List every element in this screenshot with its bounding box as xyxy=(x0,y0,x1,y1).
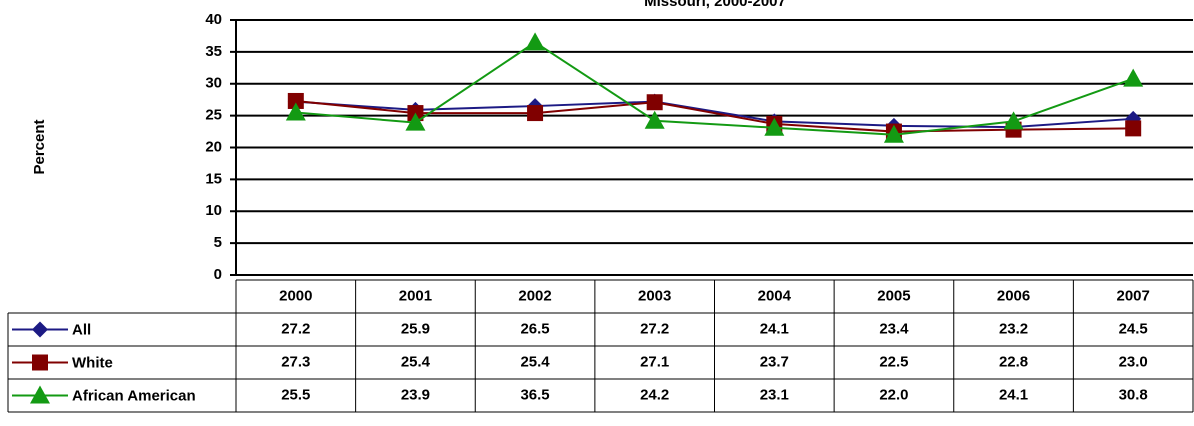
legend-marker xyxy=(30,385,50,404)
marker xyxy=(287,92,304,109)
table-value: 22.5 xyxy=(879,353,908,370)
x-tick-label: 2000 xyxy=(279,287,312,304)
x-tick-label: 2002 xyxy=(518,287,551,304)
table-value: 27.1 xyxy=(640,353,669,370)
table-value: 24.1 xyxy=(999,386,1028,403)
table-value: 26.5 xyxy=(520,320,549,337)
y-tick-label: 40 xyxy=(205,11,222,28)
y-tick-label: 10 xyxy=(205,202,222,219)
table-value: 22.0 xyxy=(879,386,908,403)
table-value: 25.9 xyxy=(401,320,430,337)
table-value: 25.4 xyxy=(401,353,431,370)
marker xyxy=(883,124,904,143)
marker xyxy=(405,112,426,131)
y-tick-label: 30 xyxy=(205,75,222,92)
series-line xyxy=(295,41,1134,136)
table-value: 36.5 xyxy=(520,386,549,403)
marker xyxy=(764,117,785,136)
chart-title: Missouri, 2000-2007 xyxy=(644,0,786,10)
table-value: 23.7 xyxy=(760,353,789,370)
x-tick-label: 2005 xyxy=(877,287,910,304)
y-tick-label: 20 xyxy=(205,138,222,155)
x-tick-label: 2006 xyxy=(997,287,1030,304)
x-tick-label: 2004 xyxy=(758,287,792,304)
y-tick-label: 35 xyxy=(205,43,222,60)
legend-label: All xyxy=(72,321,91,338)
x-tick-label: 2001 xyxy=(399,287,432,304)
table-value: 27.2 xyxy=(281,320,310,337)
y-tick-label: 15 xyxy=(205,170,222,187)
y-tick-label: 25 xyxy=(205,107,222,124)
y-tick-label: 0 xyxy=(214,266,222,283)
table-value: 23.1 xyxy=(760,386,789,403)
table-value: 25.4 xyxy=(520,353,550,370)
marker xyxy=(1003,111,1024,130)
table-value: 23.4 xyxy=(879,320,909,337)
marker xyxy=(644,110,665,129)
marker xyxy=(285,102,306,121)
marker xyxy=(525,32,546,51)
marker xyxy=(527,105,544,122)
table-value: 24.5 xyxy=(1119,320,1148,337)
table-value: 27.2 xyxy=(640,320,669,337)
legend-label: White xyxy=(72,354,113,371)
legend-marker xyxy=(32,354,48,371)
table-value: 30.8 xyxy=(1119,386,1148,403)
legend-label: African American xyxy=(72,387,196,404)
table-value: 23.2 xyxy=(999,320,1028,337)
table-value: 23.0 xyxy=(1119,353,1148,370)
table-value: 24.1 xyxy=(760,320,789,337)
y-tick-label: 5 xyxy=(214,234,222,251)
x-tick-label: 2003 xyxy=(638,287,671,304)
marker xyxy=(646,94,663,111)
legend-marker xyxy=(32,321,48,338)
table-value: 25.5 xyxy=(281,386,310,403)
table-value: 24.2 xyxy=(640,386,669,403)
table-value: 27.3 xyxy=(281,353,310,370)
marker xyxy=(1125,120,1142,137)
series-line xyxy=(295,99,1134,133)
y-axis-label: Percent xyxy=(31,119,48,174)
x-tick-label: 2007 xyxy=(1117,287,1150,304)
table-value: 23.9 xyxy=(401,386,430,403)
marker xyxy=(1123,68,1144,87)
table-value: 22.8 xyxy=(999,353,1028,370)
